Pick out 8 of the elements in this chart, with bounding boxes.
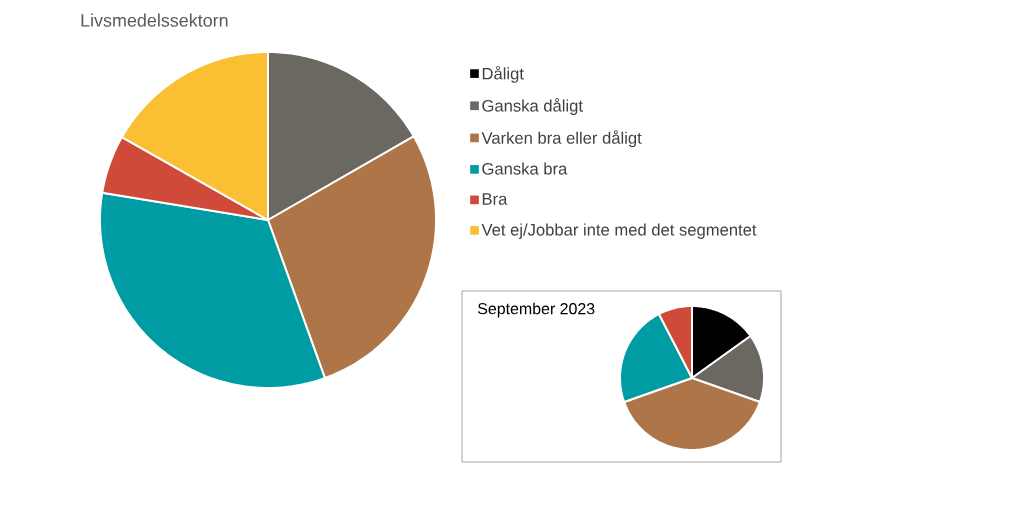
legend-label: Dåligt — [482, 65, 524, 83]
chart-title: Livsmedelssektorn — [81, 13, 228, 27]
chart-title: September 2023 — [478, 302, 595, 318]
legend-label: Varken bra eller dåligt — [481, 130, 642, 148]
legend-label: Vet ej/Jobbar inte med det segmentet — [481, 223, 757, 239]
legend-label: Ganska bra — [482, 162, 568, 175]
legend-label: Bra — [482, 193, 508, 205]
legend-label: Ganska dåligt — [482, 98, 583, 115]
